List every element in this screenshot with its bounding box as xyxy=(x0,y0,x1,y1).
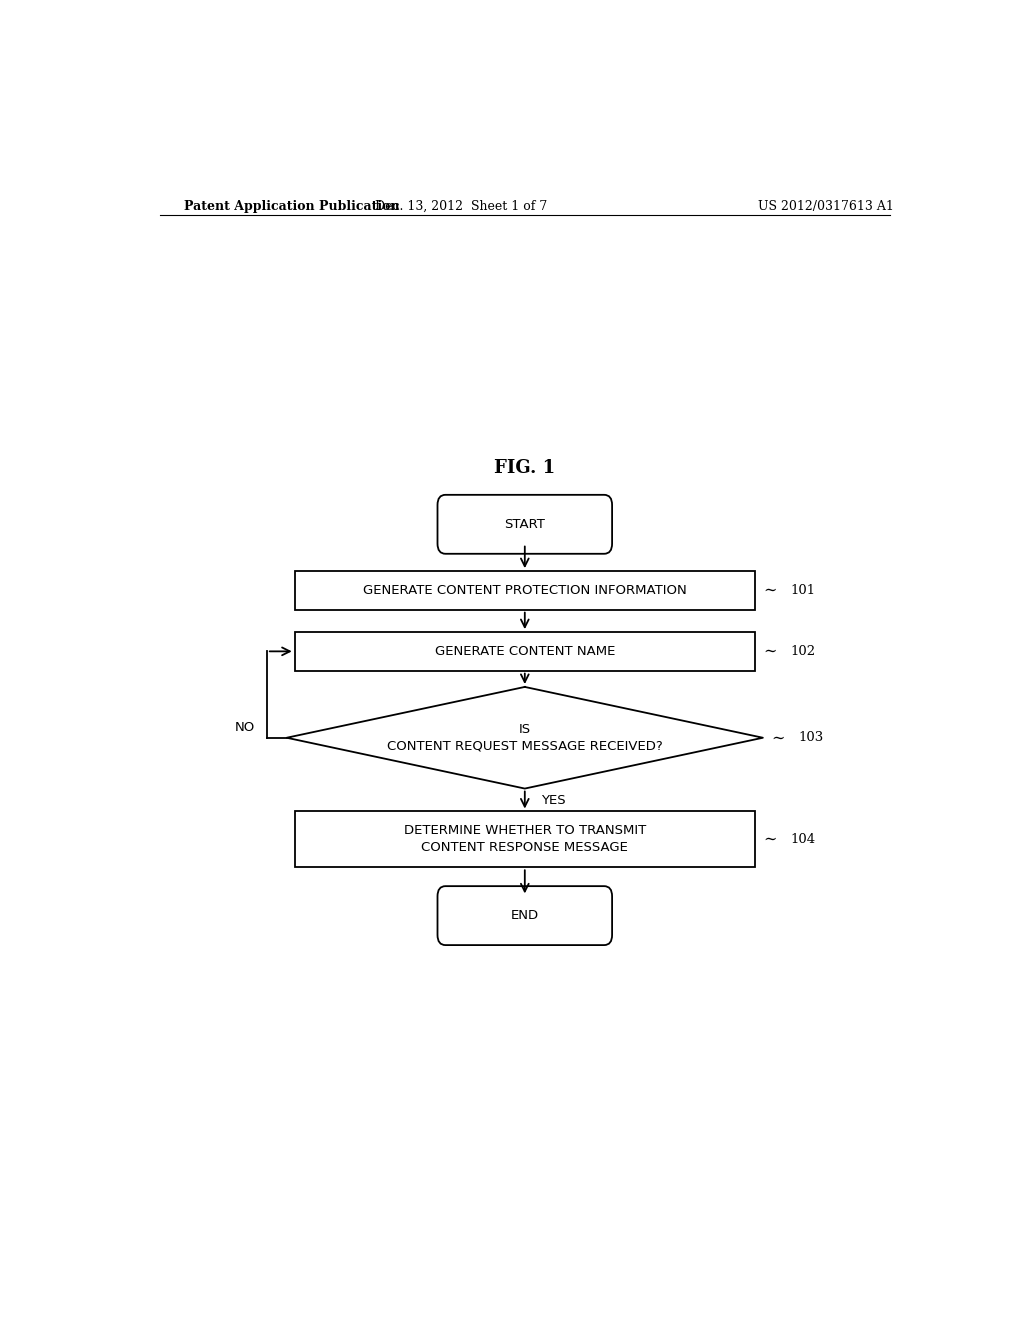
FancyBboxPatch shape xyxy=(437,495,612,554)
Bar xyxy=(295,572,755,610)
Text: FIG. 1: FIG. 1 xyxy=(495,459,555,478)
Text: ∼: ∼ xyxy=(763,582,776,599)
Bar xyxy=(295,812,755,867)
Text: 103: 103 xyxy=(799,731,824,744)
FancyBboxPatch shape xyxy=(437,886,612,945)
Text: NO: NO xyxy=(234,721,255,734)
Text: ∼: ∼ xyxy=(771,729,784,746)
Text: DETERMINE WHETHER TO TRANSMIT
CONTENT RESPONSE MESSAGE: DETERMINE WHETHER TO TRANSMIT CONTENT RE… xyxy=(403,825,646,854)
Text: YES: YES xyxy=(541,793,565,807)
Text: 101: 101 xyxy=(791,583,816,597)
Text: ∼: ∼ xyxy=(763,643,776,660)
Text: US 2012/0317613 A1: US 2012/0317613 A1 xyxy=(759,199,894,213)
Text: END: END xyxy=(511,909,539,923)
Text: GENERATE CONTENT PROTECTION INFORMATION: GENERATE CONTENT PROTECTION INFORMATION xyxy=(362,583,687,597)
Text: IS
CONTENT REQUEST MESSAGE RECEIVED?: IS CONTENT REQUEST MESSAGE RECEIVED? xyxy=(387,723,663,752)
Text: Patent Application Publication: Patent Application Publication xyxy=(183,199,399,213)
Text: Dec. 13, 2012  Sheet 1 of 7: Dec. 13, 2012 Sheet 1 of 7 xyxy=(375,199,548,213)
Text: START: START xyxy=(505,517,545,531)
Bar xyxy=(295,632,755,671)
Text: GENERATE CONTENT NAME: GENERATE CONTENT NAME xyxy=(434,645,615,657)
Text: ∼: ∼ xyxy=(763,830,776,847)
Text: 104: 104 xyxy=(791,833,816,846)
Text: 102: 102 xyxy=(791,645,816,657)
